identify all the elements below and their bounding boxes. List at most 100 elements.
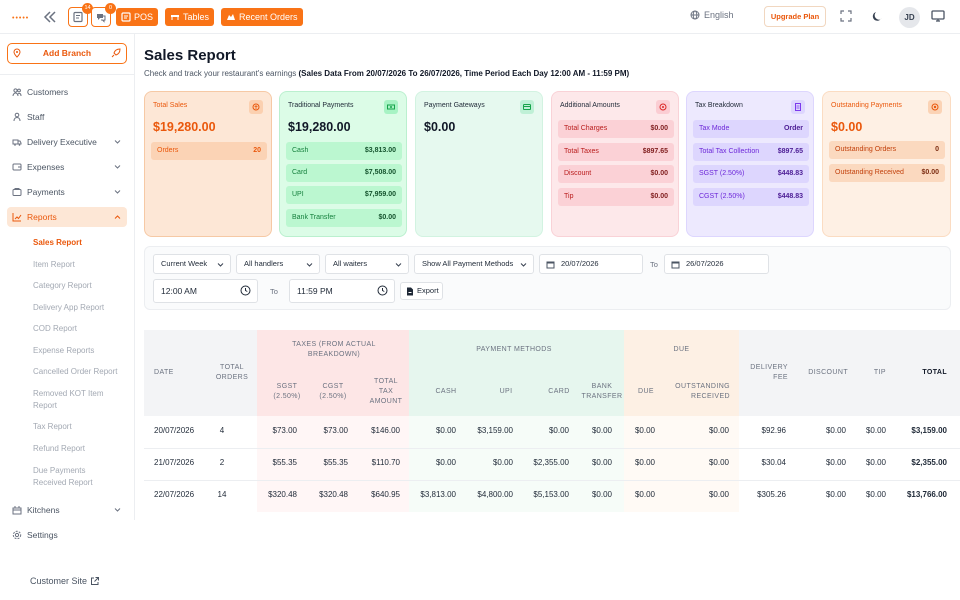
time-from-input[interactable]: 12:00 AM: [153, 279, 258, 303]
sidebar-item-delivery-executive[interactable]: Delivery Executive: [7, 132, 127, 152]
period-select-value: Current Week: [161, 259, 208, 268]
waiters-select[interactable]: All waiters: [325, 254, 409, 274]
sub-item-item-report[interactable]: Item Report: [33, 260, 75, 269]
time-to-input[interactable]: 11:59 PM: [289, 279, 395, 303]
chevron-down-icon: [114, 508, 121, 512]
sidebar-item-kitchens[interactable]: Kitchens: [7, 500, 127, 520]
add-branch-button[interactable]: Add Branch: [7, 43, 127, 64]
period-select[interactable]: Current Week: [153, 254, 231, 274]
sidebar-item-staff[interactable]: Staff: [7, 107, 127, 127]
table-cell: $0.00: [825, 426, 846, 435]
kot-button[interactable]: 14: [68, 3, 93, 27]
table-cell: $92.96: [761, 426, 786, 435]
collapse-sidebar-icon[interactable]: [42, 9, 58, 25]
sub-item-cancelled-order-report[interactable]: Cancelled Order Report: [33, 367, 118, 376]
row-divider: [144, 480, 960, 481]
due-header-bg: [624, 330, 739, 416]
date-from-input[interactable]: 20/07/2026: [539, 254, 643, 274]
chevron-down-icon: [217, 263, 224, 267]
table-cell: $3,159.00: [911, 426, 947, 435]
logo: •••••: [12, 15, 30, 22]
page-title: Sales Report: [144, 47, 236, 64]
table-cell: $3,813.00: [420, 490, 456, 499]
table-cell: $0.00: [865, 426, 886, 435]
row-label: Outstanding Received: [835, 169, 904, 176]
col-header-cash: CASH: [435, 388, 457, 395]
col-header-date: DATE: [154, 369, 174, 376]
row-value: $0.00: [650, 125, 668, 132]
card-value: $0.00: [424, 120, 456, 134]
table-cell: $3,159.00: [477, 426, 513, 435]
delivery-icon: [12, 139, 22, 146]
upi-row: UPI $7,959.00: [286, 186, 402, 204]
sub-item-expense-reports[interactable]: Expense Reports: [33, 346, 95, 355]
sub-item-tax-report[interactable]: Tax Report: [33, 422, 72, 431]
date-to-value: 26/07/2026: [686, 259, 724, 268]
sub-item-sales-report[interactable]: Sales Report: [33, 238, 82, 247]
tax-breakdown-card: Tax Breakdown Tax Mode Order Total Tax Co…: [686, 91, 814, 237]
language-selector[interactable]: English: [690, 10, 734, 20]
row-value: 20: [253, 147, 261, 154]
sidebar-item-customers[interactable]: Customers: [7, 82, 127, 102]
sidebar-item-reports[interactable]: Reports: [7, 207, 127, 227]
recent-orders-button[interactable]: Recent Orders: [221, 8, 303, 26]
language-label: English: [704, 10, 734, 20]
recent-orders-label: Recent Orders: [239, 12, 298, 22]
card-row: Card $7,508.00: [286, 164, 402, 182]
sidebar-item-label: Delivery Executive: [27, 137, 97, 147]
user-avatar[interactable]: JD: [899, 7, 920, 28]
fullscreen-icon[interactable]: [840, 10, 852, 22]
table-cell: $55.35: [323, 458, 348, 467]
date-to-input[interactable]: 26/07/2026: [664, 254, 769, 274]
row-label: Card: [292, 169, 308, 176]
sub-item-cod-report[interactable]: COD Report: [33, 324, 78, 333]
export-button[interactable]: Export: [400, 282, 443, 300]
sub-item-refund-report[interactable]: Refund Report: [33, 444, 86, 453]
handlers-select[interactable]: All handlers: [236, 254, 320, 274]
sidebar-item-settings[interactable]: Settings: [7, 525, 127, 545]
chat-orders-icon: [97, 14, 106, 23]
sub-item-due-payments-received-report[interactable]: Due Payments Received Report: [33, 466, 93, 487]
sub-item-delivery-app-report[interactable]: Delivery App Report: [33, 303, 105, 312]
col-header-total: TOTAL: [922, 369, 947, 376]
chevron-down-icon: [306, 263, 313, 267]
pos-icon: [121, 12, 131, 22]
col-header-due: DUE: [638, 388, 654, 395]
col-header-outstanding-received: OUTSTANDING RECEIVED: [675, 383, 730, 400]
table-cell: $0.00: [865, 458, 886, 467]
row-value: $897.65: [642, 148, 668, 155]
table-cell: $320.48: [319, 490, 348, 499]
sidebar-divider: [0, 74, 134, 75]
table-cell: $640.95: [371, 490, 400, 499]
row-date-cell: 21/07/2026: [154, 458, 195, 467]
payment-methods-select[interactable]: Show All Payment Methods: [414, 254, 534, 274]
row-value: $0.00: [650, 170, 668, 177]
pos-button[interactable]: POS: [116, 8, 159, 26]
discount-row: Discount $0.00: [558, 165, 674, 183]
upgrade-plan-button[interactable]: Upgrade Plan: [764, 6, 826, 27]
time-to-label: To: [270, 287, 278, 296]
date-range-text: (Sales Data From 20/07/2026 To 26/07/202…: [298, 69, 630, 78]
payments-icon: [12, 188, 22, 196]
row-label: Bank Transfer: [292, 214, 336, 221]
tables-button[interactable]: Tables: [165, 8, 215, 26]
add-branch-label: Add Branch: [42, 48, 92, 58]
tables-icon: [171, 15, 179, 20]
row-label: SGST (2.50%): [699, 170, 745, 177]
customer-site-link[interactable]: Customer Site: [30, 576, 100, 586]
sidebar-item-payments[interactable]: Payments: [7, 182, 127, 202]
table-cell: $5,153.00: [533, 490, 569, 499]
group-header-due: DUE: [673, 346, 690, 353]
sub-item-removed-kot-item-report[interactable]: Removed KOT Item Report: [33, 389, 104, 410]
time-from-value: 12:00 AM: [161, 286, 197, 296]
dark-mode-icon[interactable]: [872, 10, 884, 22]
payments-header-bg: [409, 330, 624, 416]
total-tax-collection-row: Total Tax Collection $897.65: [693, 143, 809, 161]
sub-item-category-report[interactable]: Category Report: [33, 281, 92, 290]
row-value: Order: [783, 125, 803, 132]
customer-display-icon[interactable]: [931, 10, 945, 22]
sidebar-item-expenses[interactable]: Expenses: [7, 157, 127, 177]
table-cell: 2: [219, 458, 225, 467]
additional-icon: [656, 100, 670, 114]
orders-button[interactable]: 0: [91, 3, 116, 27]
